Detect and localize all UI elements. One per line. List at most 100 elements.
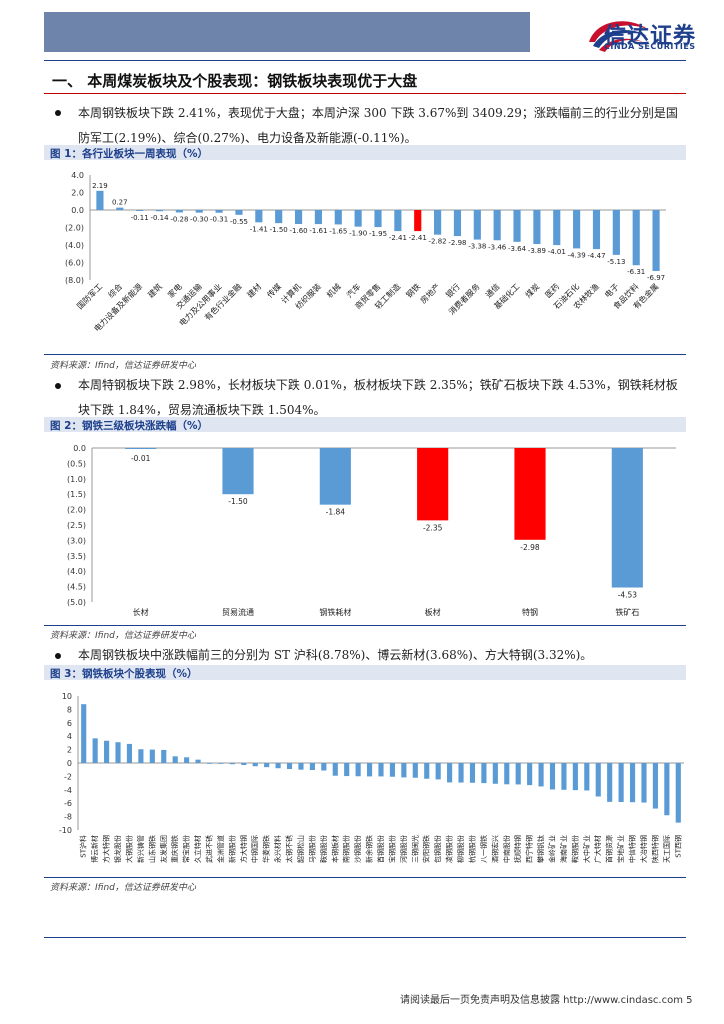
x-tick-label: 陕西特钢 <box>650 835 659 863</box>
data-label: 2.19 <box>92 182 108 190</box>
figure-1-title: 图 1：各行业板块一周表现（%） <box>50 148 208 160</box>
bar <box>538 763 544 787</box>
y-tick-label: (3.5) <box>67 552 86 561</box>
data-label: -1.90 <box>349 230 367 238</box>
bar <box>366 763 373 777</box>
data-label: -2.98 <box>520 543 540 552</box>
figure-3-title-band <box>44 665 686 680</box>
data-label: -3.46 <box>488 243 507 251</box>
data-label: 0.27 <box>112 199 128 207</box>
x-tick-label: 武进不锈 <box>204 835 213 863</box>
figure-3-title: 图 3：钢铁板块个股表现（%） <box>50 668 198 680</box>
y-tick-label: (4.0) <box>67 567 86 576</box>
x-tick-label: 铁矿石 <box>615 607 639 617</box>
bar <box>126 743 133 763</box>
bar <box>161 749 167 763</box>
bar <box>533 210 541 245</box>
bar <box>514 448 546 540</box>
bar <box>81 704 87 763</box>
y-tick-label: -4 <box>64 786 72 795</box>
x-tick-label: 凌钢股份 <box>445 835 454 863</box>
y-tick-label: (8.0) <box>65 276 84 285</box>
figure-2-title-band <box>44 417 686 432</box>
x-tick-label: 国防军工 <box>75 281 105 311</box>
y-tick-label: 2 <box>67 746 72 755</box>
bar <box>447 763 453 783</box>
bar <box>675 763 681 823</box>
bar <box>155 210 164 212</box>
data-label: -6.31 <box>627 268 645 276</box>
figure-2-chart: 0.0 (0.5) (1.0) (1.5) (2.0) (2.5) (3.0) (3.5) (4… <box>44 437 686 627</box>
x-tick-label: 机械 <box>324 281 342 299</box>
bar <box>401 763 407 778</box>
x-tick-label: ST西钢 <box>673 835 682 858</box>
data-label: -6.97 <box>647 274 665 282</box>
data-label: -1.95 <box>369 230 387 238</box>
data-label: -2.41 <box>389 234 407 242</box>
bar <box>206 763 213 764</box>
bar <box>294 210 303 224</box>
bar <box>104 740 110 763</box>
figure-1-chart: 4.0 2.0 0.0 (2.0) (4.0) (6.0) (8.0) 2.19 国防军工 0.2… <box>44 165 686 357</box>
y-tick-label: (1.5) <box>67 490 86 499</box>
x-tick-label: 马钢股份 <box>307 835 316 863</box>
x-tick-label: 抚顺特钢 <box>513 835 522 863</box>
bar <box>184 757 190 763</box>
x-tick-label: 首钢股份 <box>376 835 385 863</box>
bar <box>264 763 270 768</box>
steel-subsector-bar-chart: 0.0 (0.5) (1.0) (1.5) (2.0) (2.5) (3.0) (3.5) (4… <box>67 444 676 617</box>
bar <box>195 210 203 213</box>
x-tick-label: 长材 <box>133 607 149 617</box>
y-tick-label: -2 <box>64 772 72 781</box>
data-label: -4.01 <box>548 248 566 256</box>
x-tick-label: 韶钢松山 <box>296 835 305 863</box>
bar <box>252 763 258 767</box>
data-label: -0.28 <box>170 215 188 223</box>
x-tick-label: 新钢股份 <box>227 835 236 863</box>
logo-english-name: CINDA SECURITIES <box>604 42 696 51</box>
x-tick-label: 金洲管道 <box>216 835 225 863</box>
bar <box>172 756 178 763</box>
x-tick-label: 重庆钢铁 <box>170 835 179 863</box>
y-tick-label: (6.0) <box>65 259 84 268</box>
y-tick-label: (2.5) <box>67 521 86 530</box>
y-tick-label: (0.5) <box>67 459 86 468</box>
bar <box>275 210 283 224</box>
bar <box>414 210 422 232</box>
x-tick-label: 酒钢宏兴 <box>490 835 499 863</box>
y-tick-label: (2.0) <box>65 224 84 233</box>
bar <box>195 759 201 763</box>
bar <box>572 763 578 791</box>
data-label: -0.55 <box>230 218 248 226</box>
bar <box>149 749 155 763</box>
x-tick-label: 金岭矿业 <box>548 835 557 863</box>
x-tick-label: 海南矿业 <box>559 835 568 863</box>
data-label: -0.30 <box>190 216 208 224</box>
bar <box>612 210 620 255</box>
bar <box>549 763 556 790</box>
figure-3-bottom-rule <box>44 877 686 878</box>
bar <box>332 763 338 776</box>
x-tick-label: 中信特钢 <box>628 835 637 863</box>
data-label: -4.47 <box>587 252 605 260</box>
figure-3-source: 资料来源：Ifind，信达证券研发中心 <box>50 883 196 893</box>
x-tick-label: 天工国际 <box>662 835 671 863</box>
bar <box>611 448 643 588</box>
bar <box>92 738 98 763</box>
bar <box>355 763 361 777</box>
data-label: -2.82 <box>429 238 447 246</box>
bar <box>652 763 658 809</box>
y-tick-label: 8 <box>67 705 72 714</box>
cinda-logo-icon <box>589 21 649 52</box>
bar <box>434 210 442 235</box>
data-label: -3.38 <box>468 243 486 251</box>
bar <box>218 763 224 764</box>
x-tick-label: 三钢闽光 <box>410 835 419 863</box>
bar <box>344 763 350 777</box>
data-label: -4.53 <box>618 591 638 600</box>
bar <box>417 448 449 521</box>
x-tick-label: ST沪科 <box>79 835 88 858</box>
x-tick-label: 中南股份 <box>502 835 511 863</box>
bar <box>469 763 476 783</box>
paragraph-1: 本周钢铁板块下跌 2.41%，表现优于大盘；本周沪深 300 下跌 3.67%到… <box>78 106 678 145</box>
